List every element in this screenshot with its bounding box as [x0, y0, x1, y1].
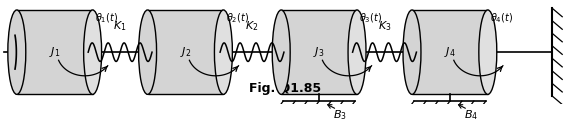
Text: $\theta_2(t)$: $\theta_2(t)$: [226, 12, 249, 25]
Text: $K_2$: $K_2$: [245, 19, 259, 33]
Ellipse shape: [479, 10, 497, 94]
Text: $K_1$: $K_1$: [113, 19, 127, 33]
Text: $B_3$: $B_3$: [333, 108, 347, 122]
Text: $J_2$: $J_2$: [180, 45, 191, 59]
Text: $J_4$: $J_4$: [444, 45, 456, 59]
Bar: [281, 10, 357, 94]
Text: $\theta_3(t)$: $\theta_3(t)$: [359, 12, 382, 25]
Bar: [17, 10, 92, 94]
Text: $J_3$: $J_3$: [314, 45, 325, 59]
Text: Fig. Q1.85: Fig. Q1.85: [249, 82, 321, 95]
Ellipse shape: [214, 10, 233, 94]
Ellipse shape: [348, 10, 366, 94]
Ellipse shape: [403, 10, 421, 94]
Text: $K_3$: $K_3$: [378, 19, 391, 33]
Ellipse shape: [272, 10, 290, 94]
Bar: [412, 10, 488, 94]
Bar: [148, 10, 223, 94]
Text: $T(t)$: $T(t)$: [11, 23, 30, 36]
Text: $\theta_1(t)$: $\theta_1(t)$: [95, 12, 118, 25]
Ellipse shape: [84, 10, 101, 94]
Text: $\theta_4(t)$: $\theta_4(t)$: [490, 12, 513, 25]
Text: $B_4$: $B_4$: [464, 108, 478, 122]
Ellipse shape: [8, 10, 26, 94]
Ellipse shape: [139, 10, 157, 94]
Text: $J_1$: $J_1$: [49, 45, 60, 59]
